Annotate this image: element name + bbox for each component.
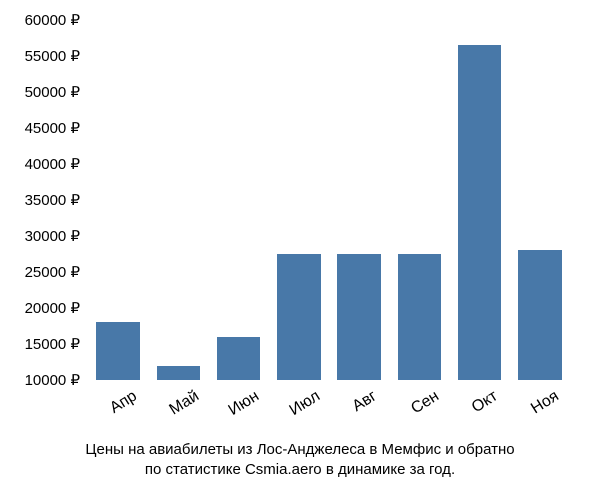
x-label: Сен (408, 388, 442, 419)
bar (217, 337, 260, 380)
y-tick: 60000 ₽ (25, 11, 80, 29)
caption-line1: Цены на авиабилеты из Лос-Анджелеса в Ме… (85, 441, 514, 458)
y-tick: 50000 ₽ (25, 83, 80, 101)
x-label: Апр (107, 388, 140, 418)
y-tick: 20000 ₽ (25, 299, 80, 317)
bars-container (88, 20, 570, 380)
y-tick: 30000 ₽ (25, 227, 80, 245)
bar (96, 322, 139, 380)
bar-slot (510, 20, 570, 380)
bar-slot (329, 20, 389, 380)
x-label: Окт (469, 388, 501, 418)
x-label-slot: Авг (329, 382, 389, 442)
y-tick: 40000 ₽ (25, 155, 80, 173)
caption-line2: по статистике Csmia.aero в динамике за г… (145, 461, 455, 478)
x-label-slot: Июл (269, 382, 329, 442)
chart: 10000 ₽15000 ₽20000 ₽25000 ₽30000 ₽35000… (0, 20, 600, 380)
y-tick: 25000 ₽ (25, 263, 80, 281)
x-label: Май (166, 388, 202, 420)
bar (157, 366, 200, 380)
x-label-slot: Окт (450, 382, 510, 442)
y-axis: 10000 ₽15000 ₽20000 ₽25000 ₽30000 ₽35000… (0, 20, 88, 380)
bar-slot (389, 20, 449, 380)
bar-slot (88, 20, 148, 380)
y-tick: 35000 ₽ (25, 191, 80, 209)
y-tick: 10000 ₽ (25, 371, 80, 389)
x-label-slot: Май (148, 382, 208, 442)
x-label: Ноя (528, 388, 562, 419)
x-label: Авг (349, 388, 380, 417)
x-axis-labels: Апр Май Июн Июл Авг Сен Окт Ноя (88, 382, 570, 442)
bar-slot (209, 20, 269, 380)
bar (398, 254, 441, 380)
x-label-slot: Сен (389, 382, 449, 442)
plot-area (88, 20, 570, 380)
bar-slot (148, 20, 208, 380)
bar-slot (269, 20, 329, 380)
bar-slot (450, 20, 510, 380)
y-tick: 55000 ₽ (25, 47, 80, 65)
bar (277, 254, 320, 380)
x-label: Июл (286, 388, 323, 420)
bar (458, 45, 501, 380)
caption: Цены на авиабилеты из Лос-Анджелеса в Ме… (0, 440, 600, 481)
x-label-slot: Июн (209, 382, 269, 442)
y-tick: 45000 ₽ (25, 119, 80, 137)
x-label-slot: Апр (88, 382, 148, 442)
y-tick: 15000 ₽ (25, 335, 80, 353)
bar (518, 250, 561, 380)
bar (337, 254, 380, 380)
x-label-slot: Ноя (510, 382, 570, 442)
x-label: Июн (226, 388, 263, 420)
